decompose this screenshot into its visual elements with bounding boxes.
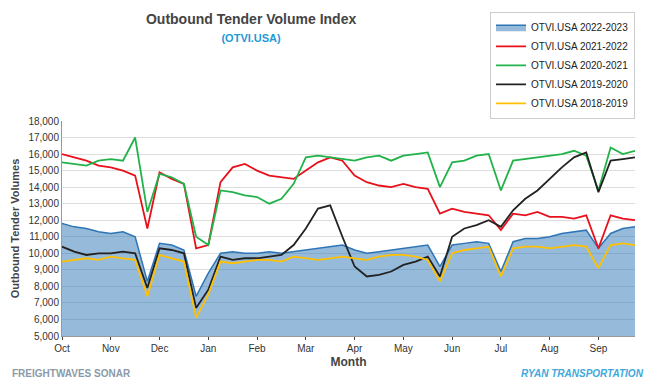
svg-text:12,000: 12,000 (28, 215, 59, 226)
svg-text:May: May (394, 343, 413, 354)
svg-text:Outbound Tender Volumes: Outbound Tender Volumes (9, 159, 21, 299)
svg-text:8,000: 8,000 (34, 281, 59, 292)
svg-text:Mar: Mar (297, 343, 315, 354)
svg-text:11,000: 11,000 (29, 231, 59, 242)
svg-text:17,000: 17,000 (28, 132, 59, 143)
svg-text:Month: Month (331, 355, 367, 369)
svg-text:18,000: 18,000 (28, 116, 59, 127)
svg-text:10,000: 10,000 (28, 248, 59, 259)
svg-text:OTVI.USA 2020-2021: OTVI.USA 2020-2021 (531, 60, 628, 71)
svg-text:Dec: Dec (151, 343, 169, 354)
svg-text:Nov: Nov (102, 343, 120, 354)
svg-text:Aug: Aug (541, 343, 559, 354)
svg-text:OTVI.USA 2018-2019: OTVI.USA 2018-2019 (531, 98, 628, 109)
svg-text:9,000: 9,000 (34, 264, 59, 275)
svg-text:Outbound Tender Volume Index(O: Outbound Tender Volume Index(OTVI.USA) (146, 11, 356, 44)
svg-text:6,000: 6,000 (34, 314, 59, 325)
svg-text:Jun: Jun (444, 343, 460, 354)
svg-text:RYAN TRANSPORTATION: RYAN TRANSPORTATION (521, 368, 644, 379)
svg-text:OTVI.USA 2019-2020: OTVI.USA 2019-2020 (531, 79, 628, 90)
svg-text:Jul: Jul (494, 343, 507, 354)
svg-text:OTVI.USA 2022-2023: OTVI.USA 2022-2023 (531, 22, 628, 33)
svg-text:5,000: 5,000 (34, 331, 59, 342)
svg-text:Jan: Jan (200, 343, 216, 354)
svg-text:7,000: 7,000 (34, 297, 59, 308)
svg-text:Feb: Feb (248, 343, 266, 354)
svg-text:16,000: 16,000 (28, 149, 59, 160)
svg-text:FREIGHTWAVES SONAR: FREIGHTWAVES SONAR (12, 368, 131, 379)
svg-text:14,000: 14,000 (28, 182, 59, 193)
svg-text:Oct: Oct (54, 343, 70, 354)
svg-text:Sep: Sep (590, 343, 608, 354)
svg-text:OTVI.USA 2021-2022: OTVI.USA 2021-2022 (531, 41, 628, 52)
svg-text:15,000: 15,000 (28, 165, 59, 176)
svg-text:Apr: Apr (347, 343, 363, 354)
svg-text:13,000: 13,000 (28, 198, 59, 209)
